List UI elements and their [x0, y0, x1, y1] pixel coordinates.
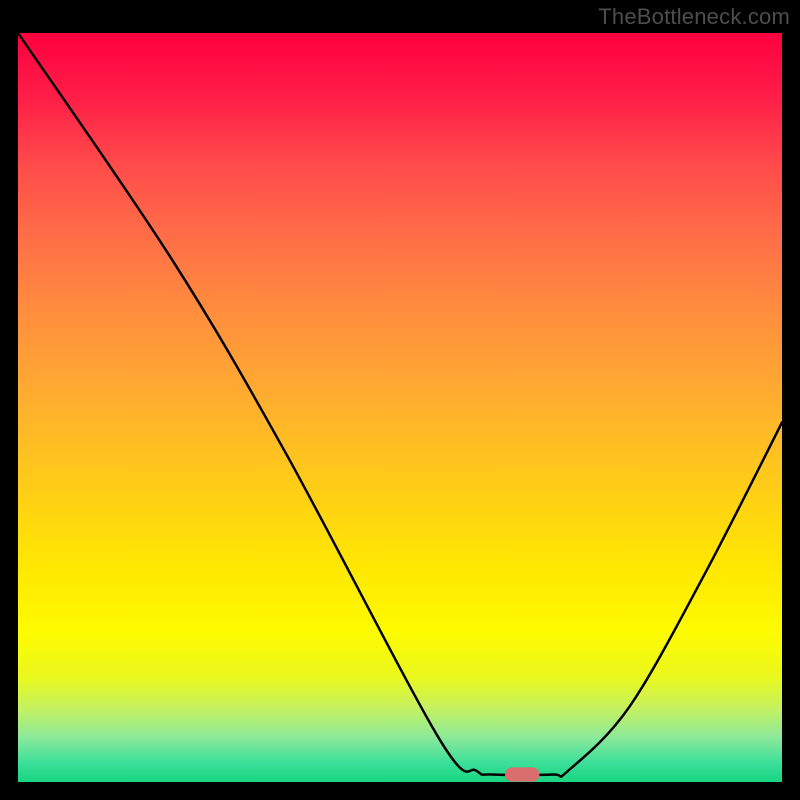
watermark-text: TheBottleneck.com [598, 4, 790, 30]
curve-marker [505, 767, 539, 781]
chart-container: TheBottleneck.com [0, 0, 800, 800]
chart-svg [18, 33, 782, 782]
plot-area [15, 30, 785, 785]
